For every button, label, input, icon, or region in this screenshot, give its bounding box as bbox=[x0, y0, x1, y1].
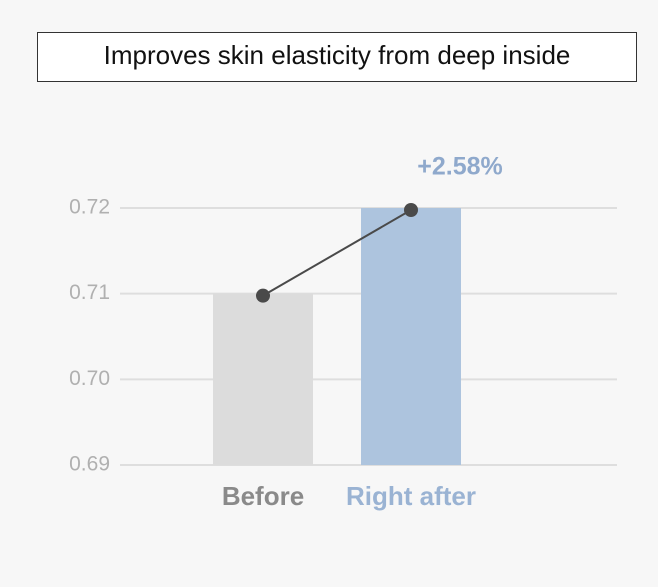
y-tick-label: 0.70 bbox=[69, 367, 110, 390]
bar bbox=[361, 208, 461, 465]
annotation: +2.58% bbox=[417, 153, 503, 181]
x-tick-label: Before bbox=[222, 481, 304, 511]
trend-dot bbox=[404, 203, 418, 217]
chart-title: Improves skin elasticity from deep insid… bbox=[104, 40, 571, 70]
y-tick-label: 0.72 bbox=[69, 196, 110, 219]
trend-line bbox=[262, 209, 412, 297]
y-tick-label: 0.69 bbox=[69, 453, 110, 476]
y-tick-label: 0.71 bbox=[69, 281, 110, 304]
bar bbox=[213, 293, 313, 465]
x-tick-label: Right after bbox=[346, 481, 476, 511]
trend-dot bbox=[256, 288, 270, 303]
title-box bbox=[37, 32, 637, 82]
